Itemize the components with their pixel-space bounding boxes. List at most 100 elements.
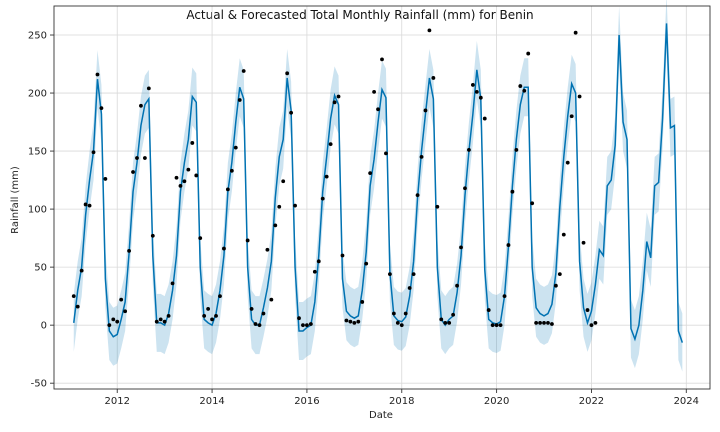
actual-point (553, 283, 558, 288)
actual-point (111, 317, 116, 322)
actual-point (376, 107, 380, 112)
actual-point (273, 223, 278, 228)
actual-point (384, 151, 388, 156)
x-tick-label: 2016 (294, 396, 319, 407)
actual-point (546, 320, 550, 325)
actual-point (162, 319, 167, 324)
actual-point (589, 323, 594, 328)
actual-point (526, 51, 531, 56)
actual-point (87, 203, 92, 208)
actual-point (368, 171, 373, 176)
actual-point (297, 316, 301, 321)
actual-point (301, 323, 305, 328)
actual-point (336, 94, 341, 99)
actual-point (289, 110, 294, 115)
actual-point (474, 89, 479, 94)
actual-point (245, 238, 250, 243)
actual-point (423, 108, 428, 113)
actual-point (107, 323, 112, 328)
actual-point (103, 177, 108, 181)
actual-point (372, 89, 376, 94)
actual-point (265, 247, 270, 252)
actual-point (316, 259, 321, 264)
actual-point (119, 297, 124, 302)
actual-point (269, 297, 274, 302)
actual-point (332, 100, 337, 105)
actual-point (463, 186, 467, 191)
actual-point (391, 311, 396, 316)
actual-point (530, 201, 535, 206)
actual-point (214, 313, 218, 318)
y-tick-label: 150 (28, 147, 47, 158)
actual-point (565, 160, 570, 165)
actual-point (431, 76, 436, 80)
actual-point (186, 167, 191, 172)
actual-point (364, 261, 369, 266)
actual-point (150, 233, 155, 238)
actual-point (178, 183, 183, 188)
actual-point (139, 103, 143, 108)
actual-point (131, 170, 135, 174)
actual-point (439, 317, 444, 322)
actual-point (194, 173, 199, 178)
actual-point (182, 179, 187, 184)
actual-point (202, 313, 207, 318)
actual-point (455, 283, 459, 288)
uncertainty-band-layer (73, 0, 683, 372)
actual-point (75, 304, 80, 309)
actual-point (79, 268, 84, 273)
actual-point (542, 320, 546, 325)
actual-point (305, 323, 309, 328)
actual-point (399, 323, 404, 328)
x-tick-label: 2022 (579, 396, 604, 407)
actual-point (550, 322, 554, 326)
actual-point (324, 174, 329, 179)
actual-point (218, 294, 222, 299)
actual-point (451, 312, 456, 317)
actual-point (142, 156, 147, 160)
actual-point (83, 202, 88, 207)
actual-point (222, 246, 226, 251)
actual-point (166, 313, 171, 318)
actual-point (403, 311, 408, 316)
actual-point (277, 204, 282, 209)
x-tick-label: 2018 (389, 396, 414, 407)
actual-point (285, 71, 290, 76)
actual-point (344, 318, 349, 323)
actual-point (293, 203, 297, 208)
actual-point (281, 179, 286, 184)
actual-point (494, 323, 499, 328)
actual-point (127, 248, 131, 253)
y-tick-label: -50 (31, 379, 47, 390)
actual-point (95, 72, 100, 77)
actual-point (170, 281, 175, 286)
actual-point (490, 323, 495, 328)
actual-point (340, 253, 345, 258)
actual-point (115, 319, 120, 324)
actual-point (229, 168, 234, 173)
actual-point (581, 240, 586, 245)
actual-point (91, 150, 96, 155)
actual-point (237, 98, 242, 102)
actual-point (388, 272, 392, 276)
actual-point (447, 320, 452, 325)
actual-point (585, 308, 590, 312)
actual-point (360, 300, 365, 304)
actual-point (348, 319, 353, 324)
y-tick-label: 0 (41, 321, 47, 332)
actual-point (154, 319, 159, 324)
actual-point (308, 322, 313, 326)
actual-point (407, 286, 412, 290)
y-tick-label: 250 (28, 31, 47, 42)
actual-point (225, 187, 230, 192)
actual-point (534, 320, 539, 325)
actual-point (470, 83, 475, 87)
actual-point (249, 307, 254, 311)
forecast-line-layer (73, 23, 684, 343)
actual-point (190, 141, 195, 145)
x-tick-label: 2024 (674, 396, 699, 407)
actual-point (71, 294, 76, 299)
actual-point (538, 320, 542, 325)
actual-point (206, 307, 211, 311)
